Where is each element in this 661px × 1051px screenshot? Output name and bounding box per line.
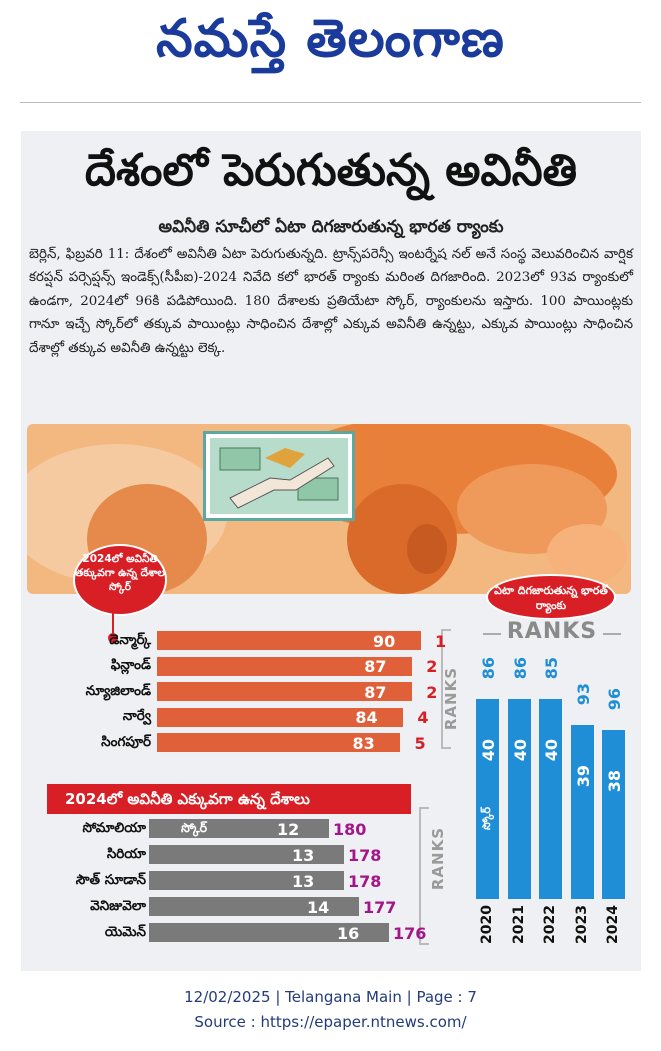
score-bar	[157, 707, 404, 727]
callout-pin	[112, 611, 114, 637]
india-score-value: 39	[573, 765, 593, 788]
score-value: 90	[373, 631, 396, 651]
ranks-heading-text: RANKS	[500, 619, 604, 644]
masthead: నమస్తే తెలంగాణ	[0, 0, 661, 100]
article-panel: దేశంలో పెరుగుతున్న అవినీతి అవినీతి సూచీల…	[21, 131, 641, 971]
article-body: బెర్లిన్, ఫిబ్రవరి 11: దేశంలో అవినీతి ఏట…	[29, 247, 633, 356]
country-label: సింగపూర్	[101, 733, 151, 750]
india-rank-callout: ఏటా దిగజారుతున్న భారత్ ర్యాంకు	[486, 574, 616, 620]
rank-value: 4	[417, 708, 429, 727]
score-value: 13	[292, 845, 315, 865]
country-label: డెన్మార్క్	[109, 631, 151, 648]
rank-value: 180	[333, 819, 367, 839]
score-bar	[149, 923, 389, 942]
year-label: 2024	[605, 905, 621, 944]
score-value: 87	[364, 657, 387, 676]
headline: దేశంలో పెరుగుతున్న అవినీతి	[84, 145, 578, 196]
handshake-money-illustration	[210, 438, 348, 514]
score-value: 83	[352, 733, 375, 753]
least-corrupt-callout: 2024లో అవినీతి తక్కువగా ఉన్న దేశాల స్కోర…	[73, 544, 167, 616]
rank-value: 2	[426, 682, 438, 702]
india-score-column	[570, 725, 594, 899]
india-score-col-label: స్కోర్	[480, 807, 493, 830]
india-score-value: 40	[542, 739, 561, 762]
india-rank-value: 85	[542, 657, 561, 680]
year-label: 2023	[573, 905, 590, 944]
score-bar	[157, 631, 421, 650]
score-bar	[157, 656, 413, 676]
score-bar	[157, 682, 413, 701]
footer-source-line: Source : https://epaper.ntnews.com/	[194, 1013, 467, 1031]
country-label: న్యూజిలాండ్	[85, 682, 151, 699]
country-label: సౌత్ సూడాన్	[75, 871, 146, 888]
india-rank-value: 93	[573, 683, 593, 706]
score-bar	[149, 871, 344, 890]
rank-value: 176	[393, 923, 427, 943]
year-label: 2021	[510, 905, 527, 944]
year-label: 2022	[542, 905, 558, 944]
bottom-ranks-vertical-label: RANKS	[429, 827, 447, 891]
rank-value: 1	[435, 631, 447, 651]
india-score-value: 40	[510, 739, 530, 762]
rank-value: 178	[348, 845, 382, 865]
score-bar	[149, 897, 359, 916]
score-value: 12	[277, 819, 300, 839]
footer-date-line: 12/02/2025 | Telangana Main | Page : 7	[184, 988, 477, 1006]
india-score-value: 38	[605, 769, 624, 793]
score-bar	[157, 733, 401, 752]
subheadline: అవినీతి సూచీలో ఏటా దిగజారుతున్న భారత ర్య…	[158, 217, 504, 237]
india-score-value: 40	[479, 739, 498, 762]
country-label: యెమెన్	[104, 923, 146, 940]
score-value: 13	[292, 871, 315, 891]
top-ranks-vertical-label: RANKS	[442, 667, 460, 731]
rank-value: 178	[348, 871, 382, 891]
country-label: ఫిన్లాండ్	[110, 657, 151, 673]
score-value: 84	[355, 708, 378, 727]
india-score-column	[539, 699, 562, 899]
rank-value: 177	[363, 897, 397, 917]
bribery-photo	[203, 431, 355, 521]
ranks-heading: RANKS	[483, 619, 621, 649]
score-value: 87	[364, 682, 387, 702]
india-rank-value: 86	[479, 657, 498, 680]
country-label: సోమాలియా	[82, 819, 146, 836]
india-score-column	[507, 699, 531, 899]
india-rank-value: 96	[605, 687, 624, 711]
rank-value: 2	[426, 657, 438, 676]
score-bar	[149, 845, 344, 864]
newspaper-logo: నమస్తే తెలంగాణ	[156, 8, 505, 69]
top-ranks-bracket	[441, 629, 451, 749]
callout-pin-dot	[108, 633, 118, 643]
most-corrupt-header: 2024లో అవినీతి ఎక్కువగా ఉన్న దేశాలు	[47, 784, 411, 814]
country-label: సిరియా	[106, 845, 146, 862]
country-label: నార్వే	[122, 708, 151, 724]
year-label: 2020	[479, 905, 495, 944]
india-rank-value: 86	[510, 657, 530, 680]
score-inbar-label: స్కోర్	[181, 820, 208, 835]
rank-value: 5	[414, 733, 426, 753]
country-label: వెనిజువెలా	[90, 897, 146, 914]
bottom-ranks-bracket	[419, 807, 429, 945]
score-value: 16	[337, 923, 360, 943]
score-value: 14	[307, 897, 330, 917]
score-bar	[149, 819, 329, 838]
masthead-divider	[20, 102, 641, 103]
india-score-column	[602, 729, 625, 899]
india-score-column	[476, 699, 499, 899]
